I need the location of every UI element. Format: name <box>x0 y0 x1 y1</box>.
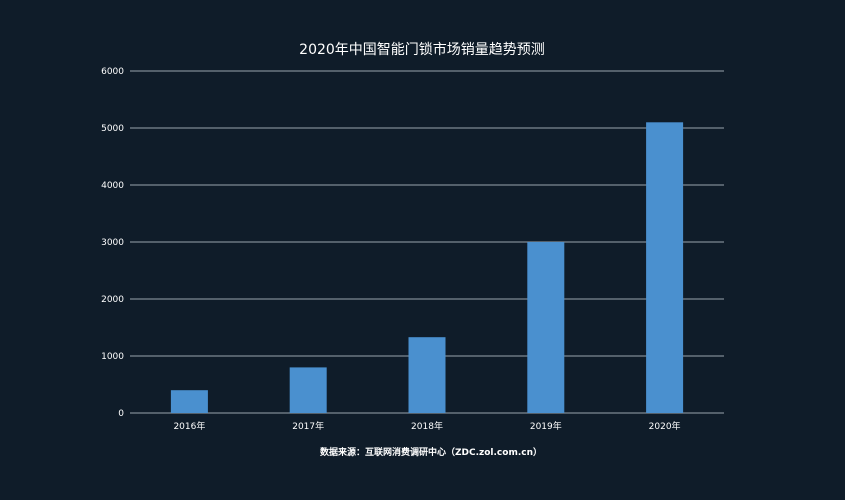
x-tick-label: 2020年 <box>649 420 681 432</box>
x-axis-ticks: 2016年 2017年 2018年 2019年 2020年 <box>173 420 680 432</box>
y-tick-label: 4000 <box>101 181 124 191</box>
y-tick-label: 6000 <box>101 67 124 77</box>
bar-2020年 <box>646 122 684 414</box>
gridlines <box>130 70 724 414</box>
bars <box>170 122 684 414</box>
x-tick-label: 2019年 <box>530 420 562 432</box>
bar-2019年 <box>527 242 565 413</box>
y-axis-ticks: 0 1000 2000 3000 4000 5000 6000 <box>101 67 124 419</box>
chart-title: 2020年中国智能门锁市场销量趋势预测 <box>299 41 545 58</box>
bar-2017年 <box>289 367 327 413</box>
x-tick-label: 2018年 <box>411 420 443 432</box>
x-tick-label: 2016年 <box>173 420 205 432</box>
y-tick-label: 2000 <box>101 295 124 305</box>
y-tick-label: 0 <box>118 409 124 419</box>
x-tick-label: 2017年 <box>292 420 324 432</box>
y-tick-label: 5000 <box>101 124 124 134</box>
y-tick-label: 3000 <box>101 238 124 248</box>
bar-2016年 <box>170 390 208 413</box>
data-source-note: 数据来源：互联网消费调研中心（ZDC.zol.com.cn） <box>320 446 542 458</box>
bar-2018年 <box>408 337 446 413</box>
y-tick-label: 1000 <box>101 352 124 362</box>
